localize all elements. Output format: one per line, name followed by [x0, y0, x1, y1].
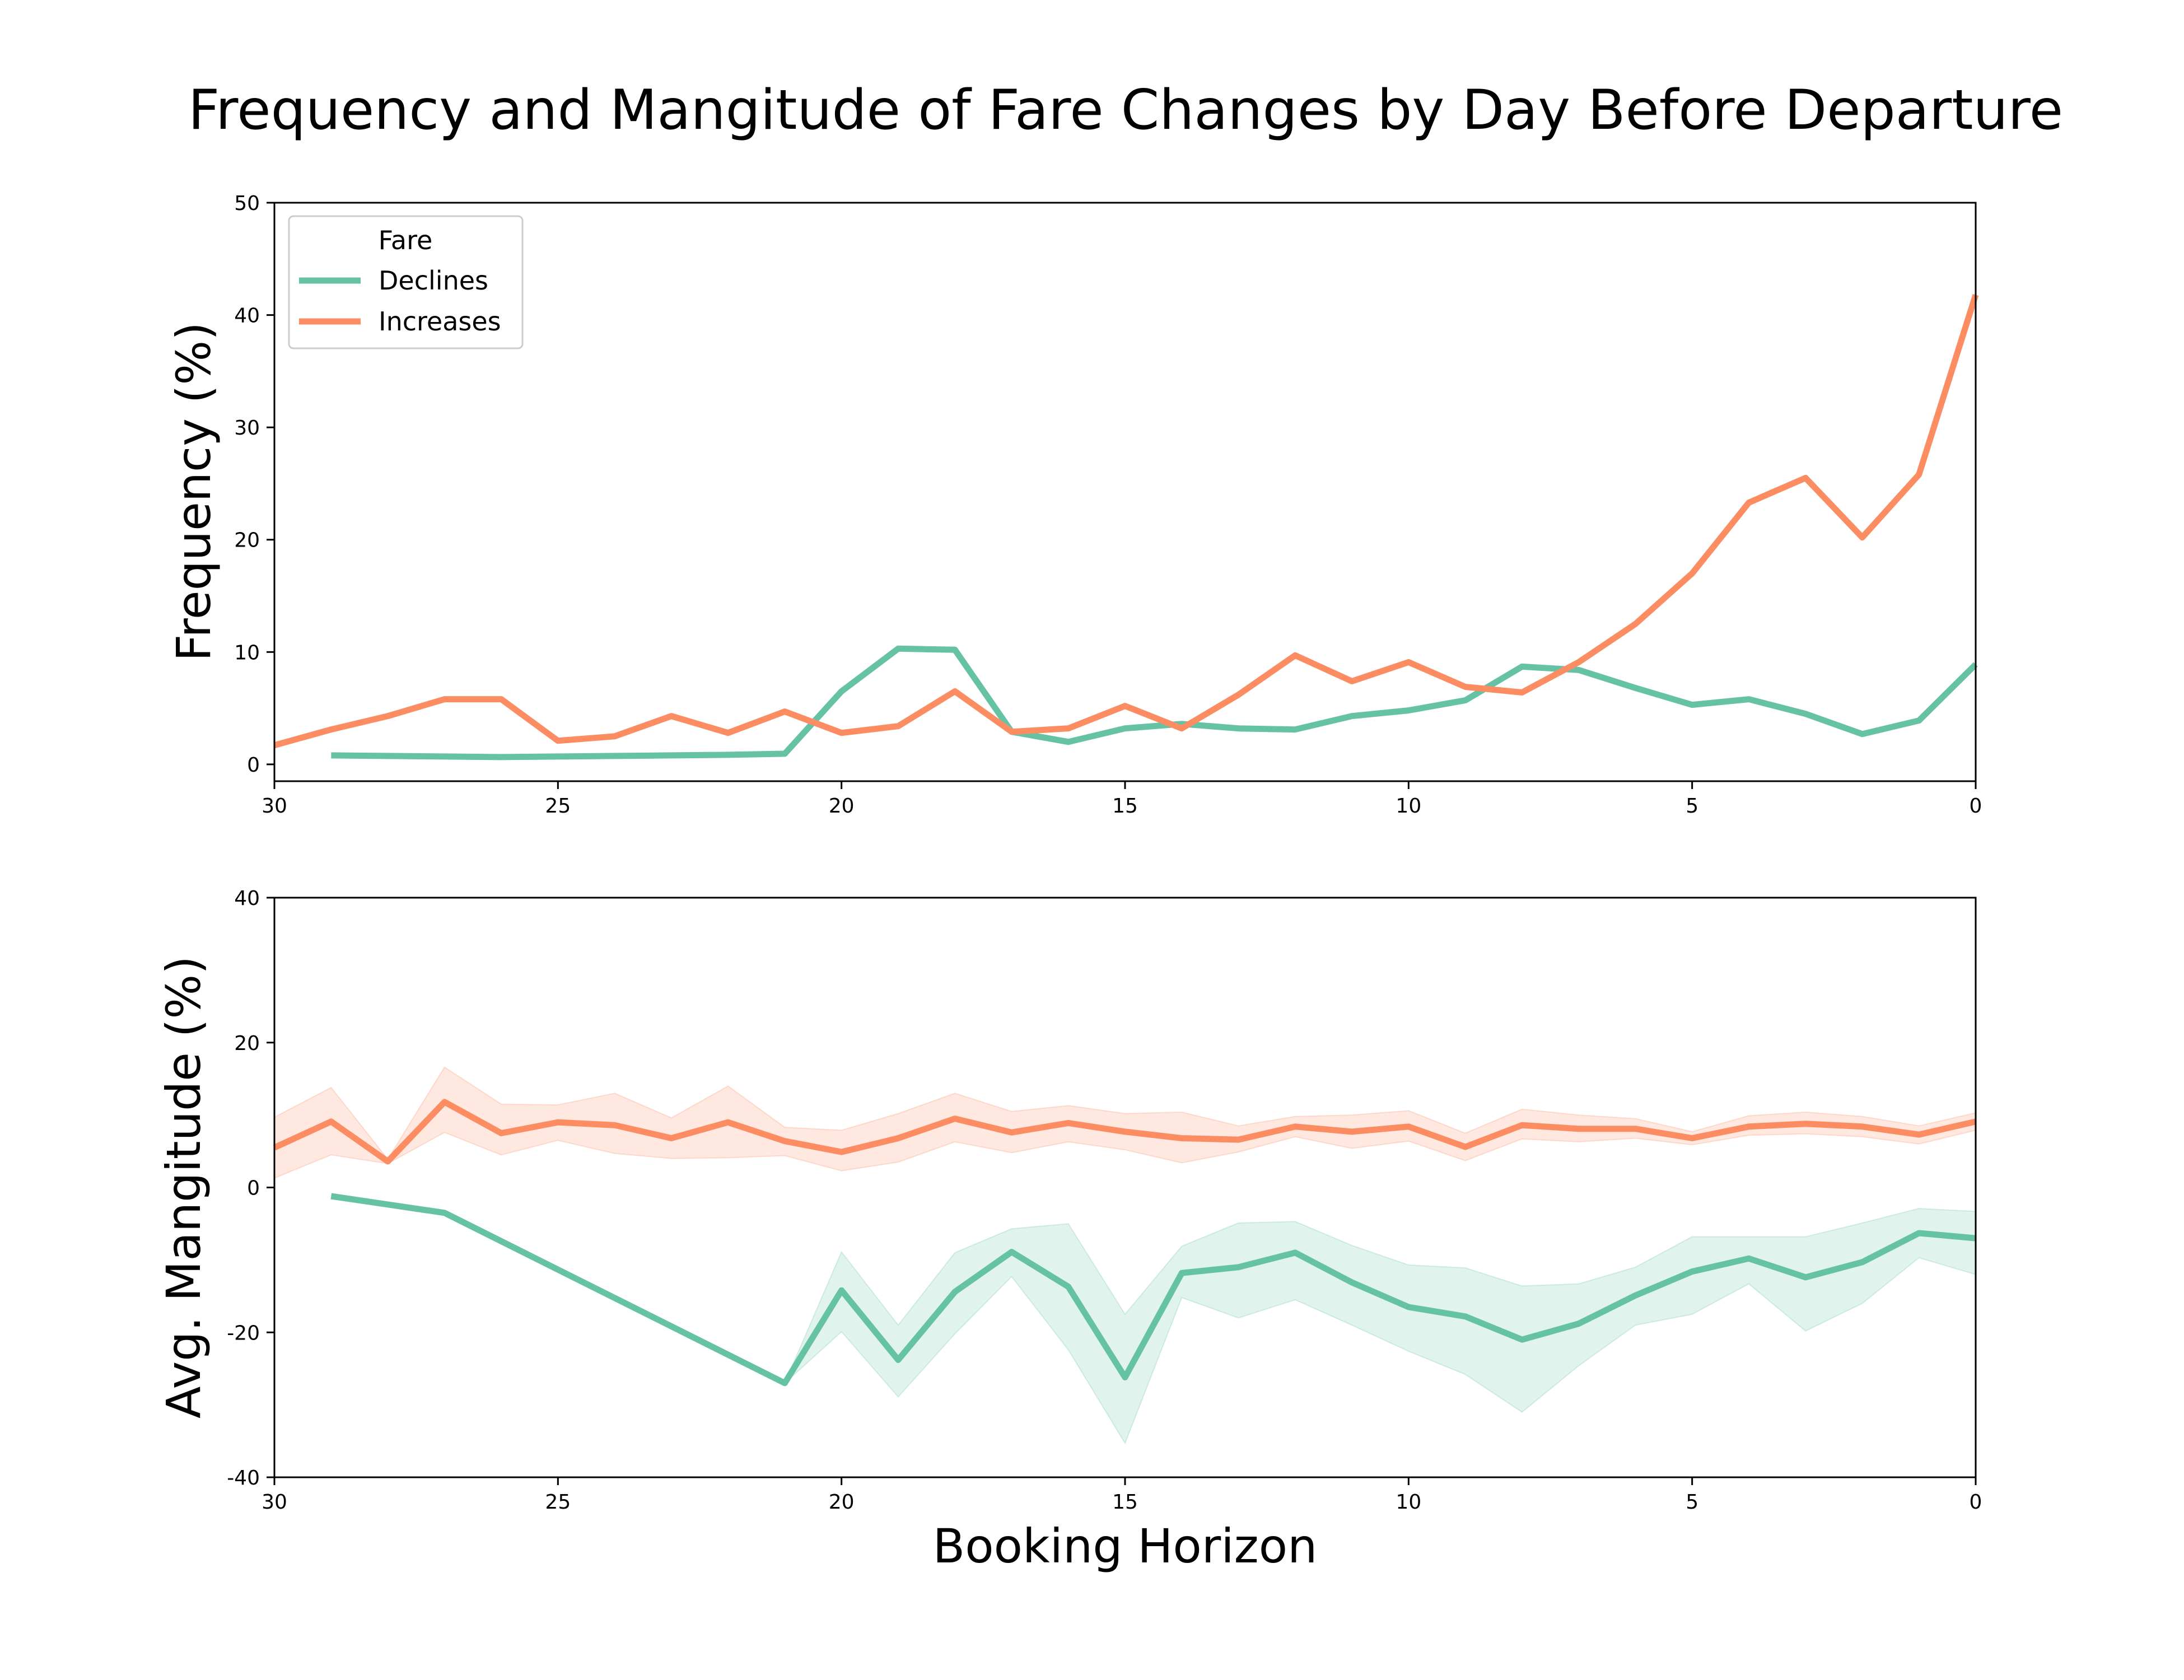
magnitude-y-ticks: 40 20 0 -20 -40: [227, 887, 274, 1490]
legend-frame: [288, 215, 524, 349]
frequency-y-tick-label-30: 30: [234, 417, 260, 440]
magnitude-x-tick-label-10: 10: [1396, 1491, 1421, 1514]
frequency-y-tick-label-10: 10: [234, 641, 260, 664]
frequency-line-declines: [331, 645, 1978, 760]
legend-label-declines: Declines: [379, 265, 488, 296]
frequency-axes-frame: [273, 202, 1977, 782]
magnitude-y-tick-label-40: 40: [234, 887, 260, 910]
chart-title: Frequency and Mangitude of Fare Changes …: [188, 78, 2063, 142]
frequency-line-increases: [273, 293, 1979, 749]
frequency-y-tick-label-20: 20: [234, 529, 260, 552]
magnitude-line-declines: [330, 1193, 1976, 1387]
magnitude-x-tick-label-5: 5: [1686, 1491, 1698, 1514]
frequency-y-tick-label-40: 40: [234, 305, 260, 328]
legend-title: Fare: [379, 225, 433, 255]
magnitude-panel: 30 25 20 15 10 5 0 40 20 0 -20 -40 Avg. Mangitude …: [156, 887, 1982, 1574]
frequency-x-tick-label-0: 0: [1970, 795, 1982, 818]
magnitude-band-increases: [274, 1066, 1976, 1179]
frequency-y-axis-label: Frequency (%): [166, 322, 221, 661]
magnitude-y-tick-label-0: 0: [247, 1177, 260, 1200]
magnitude-y-axis-label: Avg. Mangitude (%): [156, 956, 211, 1418]
magnitude-x-tick-label-0: 0: [1970, 1491, 1982, 1514]
magnitude-y-tick-label--20: -20: [227, 1322, 260, 1345]
magnitude-y-tick-label-20: 20: [234, 1032, 260, 1055]
magnitude-y-tick-label--40: -40: [227, 1467, 260, 1490]
frequency-legend: Fare Declines Increases: [288, 215, 524, 349]
magnitude-x-tick-label-25: 25: [545, 1491, 571, 1514]
frequency-x-tick-label-15: 15: [1112, 795, 1138, 818]
frequency-y-tick-label-0: 0: [247, 754, 260, 777]
magnitude-x-ticks: 30 25 20 15 10 5 0: [262, 1477, 1982, 1514]
frequency-x-tick-label-25: 25: [545, 795, 571, 818]
frequency-y-ticks: 0 10 20 30 40 50: [234, 192, 274, 777]
frequency-x-tick-label-20: 20: [829, 795, 855, 818]
frequency-x-ticks: 30 25 20 15 10 5 0: [262, 781, 1982, 818]
frequency-lines: [273, 293, 1979, 760]
magnitude-x-tick-label-20: 20: [829, 1491, 855, 1514]
magnitude-x-tick-label-30: 30: [262, 1491, 287, 1514]
magnitude-lines: [273, 1099, 1977, 1387]
magnitude-line-increases: [273, 1099, 1977, 1165]
frequency-x-tick-label-30: 30: [262, 795, 287, 818]
x-axis-label: Booking Horizon: [933, 1519, 1318, 1574]
frequency-y-tick-label-50: 50: [234, 192, 260, 215]
frequency-x-tick-label-5: 5: [1686, 795, 1698, 818]
magnitude-x-tick-label-15: 15: [1112, 1491, 1138, 1514]
legend-label-increases: Increases: [379, 306, 501, 337]
frequency-x-tick-label-10: 10: [1396, 795, 1421, 818]
